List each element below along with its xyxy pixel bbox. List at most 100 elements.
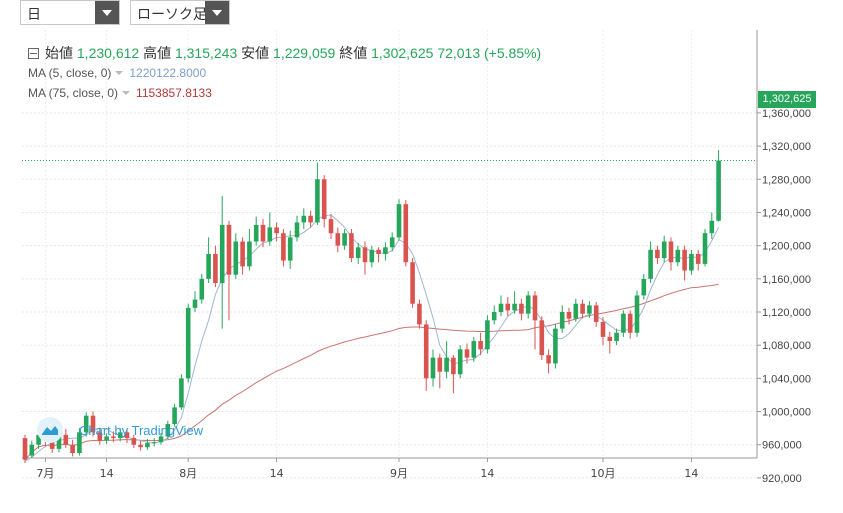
candle-down[interactable] — [607, 336, 613, 342]
candle-down[interactable] — [281, 233, 286, 261]
candle-up[interactable] — [444, 357, 449, 372]
candle-up[interactable] — [294, 222, 300, 238]
candle-up[interactable] — [389, 237, 395, 248]
candle-up[interactable] — [716, 160, 721, 221]
candle-down[interactable] — [668, 241, 674, 263]
candle-up[interactable] — [355, 247, 361, 259]
tradingview-branding[interactable]: Chart by TradingView — [37, 417, 203, 443]
candle-up[interactable] — [342, 233, 347, 246]
candle-up[interactable] — [29, 444, 35, 456]
candle-up[interactable] — [485, 320, 490, 350]
candle-up[interactable] — [301, 215, 307, 223]
candle-up[interactable] — [641, 278, 647, 296]
candle-up[interactable] — [471, 341, 477, 358]
candle-down[interactable] — [655, 249, 660, 259]
candle-down[interactable] — [213, 253, 218, 283]
candle-up[interactable] — [512, 303, 517, 311]
candle-down[interactable] — [566, 312, 572, 319]
candle-up[interactable] — [614, 332, 619, 342]
candle-up[interactable] — [457, 349, 463, 375]
candle-up[interactable] — [145, 443, 150, 448]
candle-down[interactable] — [111, 436, 116, 439]
candle-up[interactable] — [36, 434, 41, 445]
candle-down[interactable] — [226, 224, 232, 275]
candle-down[interactable] — [593, 305, 599, 322]
candle-up[interactable] — [199, 278, 205, 300]
candle-up[interactable] — [498, 303, 504, 313]
collapse-icon[interactable] — [28, 47, 39, 59]
candle-up[interactable] — [117, 432, 123, 439]
candle-down[interactable] — [335, 233, 341, 246]
candle-up[interactable] — [219, 224, 225, 283]
candle-up[interactable] — [634, 295, 640, 333]
candle-down[interactable] — [349, 233, 354, 259]
candle-down[interactable] — [90, 415, 96, 433]
candle-down[interactable] — [695, 253, 701, 264]
candle-down[interactable] — [464, 349, 470, 358]
chevron-down-icon[interactable] — [122, 91, 131, 96]
candle-down[interactable] — [478, 341, 483, 350]
interval-select[interactable]: 日 — [20, 0, 120, 25]
candle-down[interactable] — [138, 444, 143, 448]
candle-down[interactable] — [532, 295, 538, 321]
candle-up[interactable] — [383, 247, 388, 254]
candle-up[interactable] — [491, 312, 497, 321]
candle-up[interactable] — [192, 299, 198, 308]
candle-up[interactable] — [287, 237, 293, 261]
candle-down[interactable] — [519, 303, 524, 314]
chevron-down-icon[interactable] — [115, 71, 124, 76]
candle-up[interactable] — [267, 227, 273, 242]
candle-up[interactable] — [648, 249, 653, 279]
candle-up[interactable] — [158, 436, 164, 443]
candle-up[interactable] — [396, 204, 402, 238]
candle-down[interactable] — [376, 249, 381, 254]
candle-down[interactable] — [97, 432, 103, 441]
candle-down[interactable] — [451, 357, 456, 375]
candle-down[interactable] — [240, 241, 245, 267]
candle-up[interactable] — [525, 295, 531, 314]
candle-up[interactable] — [709, 220, 715, 234]
candle-up[interactable] — [56, 434, 62, 449]
candle-up[interactable] — [77, 432, 82, 454]
candle-down[interactable] — [308, 215, 313, 223]
candle-down[interactable] — [328, 219, 334, 234]
candle-down[interactable] — [70, 444, 75, 454]
candle-up[interactable] — [559, 312, 565, 329]
chevron-down-icon[interactable] — [205, 1, 229, 24]
candle-down[interactable] — [321, 179, 327, 220]
ma75-legend[interactable]: MA (75, close, 0) 1153857.8133 — [28, 86, 212, 100]
candle-down[interactable] — [403, 204, 409, 263]
candle-up[interactable] — [573, 303, 579, 319]
candle-down[interactable] — [410, 262, 415, 304]
candle-up[interactable] — [369, 249, 375, 263]
candle-up[interactable] — [587, 305, 592, 314]
candle-up[interactable] — [702, 233, 708, 264]
candle-down[interactable] — [417, 303, 422, 325]
candle-up[interactable] — [621, 313, 626, 333]
candle-up[interactable] — [165, 424, 171, 437]
candle-down[interactable] — [22, 438, 28, 460]
candle-up[interactable] — [315, 179, 320, 223]
candle-up[interactable] — [233, 241, 239, 275]
candle-up[interactable] — [179, 378, 184, 408]
candle-down[interactable] — [274, 227, 279, 234]
candle-up[interactable] — [675, 249, 681, 263]
candle-up[interactable] — [104, 436, 109, 441]
candle-up[interactable] — [553, 328, 558, 364]
ma5-legend[interactable]: MA (5, close, 0) 1220122.8000 — [28, 66, 206, 80]
candle-up[interactable] — [247, 241, 252, 267]
chart-type-select[interactable]: ローソク足 — [130, 0, 230, 25]
candle-up[interactable] — [83, 415, 89, 433]
candle-up[interactable] — [253, 224, 259, 242]
candle-up[interactable] — [206, 253, 211, 279]
chevron-down-icon[interactable] — [95, 1, 119, 24]
candle-down[interactable] — [580, 303, 585, 314]
candle-up[interactable] — [185, 307, 191, 379]
candle-up[interactable] — [151, 442, 157, 444]
candle-down[interactable] — [682, 249, 687, 271]
candle-down[interactable] — [627, 313, 633, 333]
candle-down[interactable] — [260, 224, 266, 242]
candle-down[interactable] — [437, 357, 443, 372]
candle-down[interactable] — [539, 320, 545, 356]
